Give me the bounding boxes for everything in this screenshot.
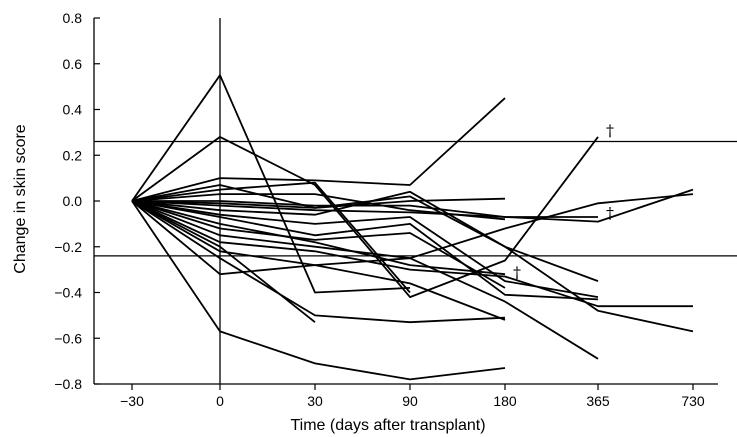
series-line-14 [131,200,506,289]
y-tick-label: −0.8 [54,376,82,392]
dagger-annotation: † [513,263,521,282]
series-line-10 [131,190,599,282]
y-tick-label: −0.6 [54,330,82,346]
series-line-1 [131,74,411,294]
x-tick-label: 180 [493,393,517,409]
y-tick-label: 0.8 [63,10,83,26]
dagger-annotation: † [606,121,614,140]
series-line-3 [131,97,506,202]
x-tick-label: 0 [216,393,224,409]
x-tick-label: 30 [307,393,323,409]
series-line-5 [131,181,411,294]
y-ticks: −0.8 −0.6 −0.4 −0.2 0.0 0.2 0.4 0.6 0.8 [54,10,100,392]
series-line-15 [131,200,599,360]
y-axis-label: Change in skin score [12,124,29,274]
dagger-annotation: † [606,203,614,222]
x-tick-label: 730 [681,393,705,409]
x-tick-label: 90 [402,393,418,409]
y-tick-label: 0.4 [63,102,83,118]
y-tick-label: 0.6 [63,56,83,72]
x-tick-label: 365 [586,393,610,409]
series-line-8 [131,200,598,218]
x-ticks: −30 0 30 90 180 365 730 [120,384,705,409]
y-tick-label: −0.4 [54,285,82,301]
series-line-2 [131,135,599,299]
x-axis-label: Time (days after transplant) [290,417,485,434]
y-tick-label: −0.2 [54,239,82,255]
series-line-19 [131,200,506,324]
series-line-11 [131,200,599,298]
y-tick-label: 0.2 [63,147,83,163]
annotations: † † † [513,121,614,282]
series-line-13 [131,200,506,276]
y-tick-label: 0.0 [63,193,83,209]
series-line-21 [131,200,506,381]
x-tick-label: −30 [120,393,144,409]
series-line-12 [131,200,599,301]
